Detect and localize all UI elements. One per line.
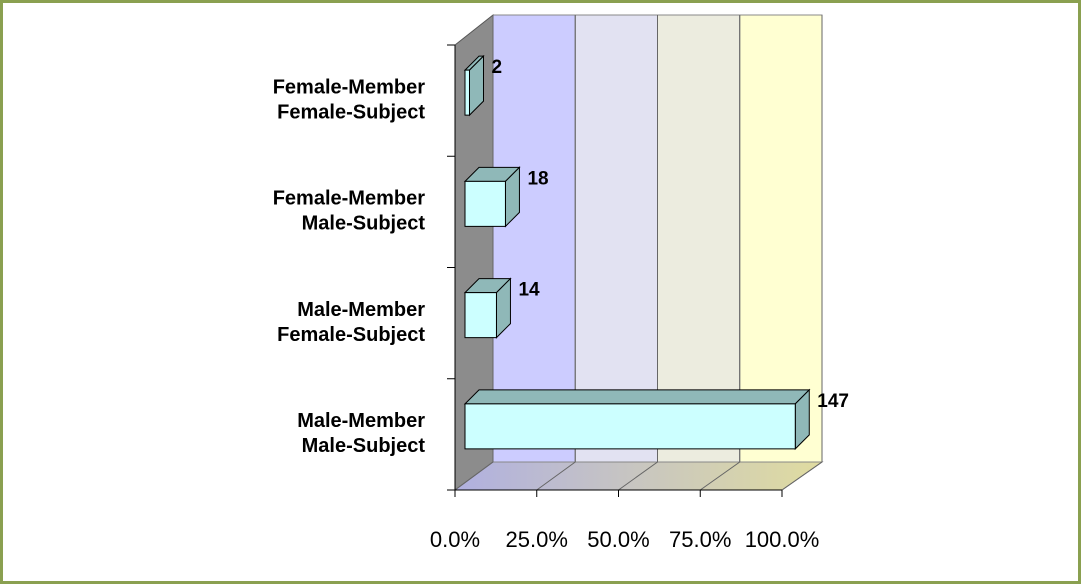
- value-label: 14: [518, 280, 540, 301]
- x-tick-label: 50.0%: [587, 527, 649, 552]
- grid-line: [536, 15, 576, 491]
- value-label: 147: [817, 391, 849, 412]
- y-tick-label: Female-Member: [273, 188, 425, 210]
- back-wall-band: [492, 14, 576, 463]
- x-tick-label: 25.0%: [506, 527, 568, 552]
- bar: [464, 180, 506, 227]
- y-tick-label: Male-Subject: [302, 213, 426, 235]
- y-tick-label: Female-Subject: [277, 324, 425, 346]
- grid-line: [454, 15, 494, 491]
- bar: [464, 403, 796, 450]
- y-tick-label: Male-Member: [297, 299, 425, 321]
- y-tick-label: Male-Member: [297, 410, 425, 432]
- grid-line: [618, 15, 658, 491]
- value-label: 2: [491, 57, 502, 78]
- x-tick-label: 0.0%: [430, 527, 480, 552]
- y-tick-label: Female-Subject: [277, 101, 425, 123]
- value-label: 18: [527, 168, 548, 189]
- x-tick-label: 75.0%: [669, 527, 731, 552]
- y-tick-label: Male-Subject: [302, 435, 426, 457]
- grid-line: [699, 15, 741, 491]
- y-tick-label: Female-Member: [273, 76, 425, 98]
- bar: [464, 69, 470, 116]
- grid-line: [781, 15, 823, 491]
- back-wall-band: [739, 14, 823, 463]
- x-tick-label: 100.0%: [745, 527, 820, 552]
- bar-top: [463, 389, 811, 405]
- bar: [464, 292, 497, 339]
